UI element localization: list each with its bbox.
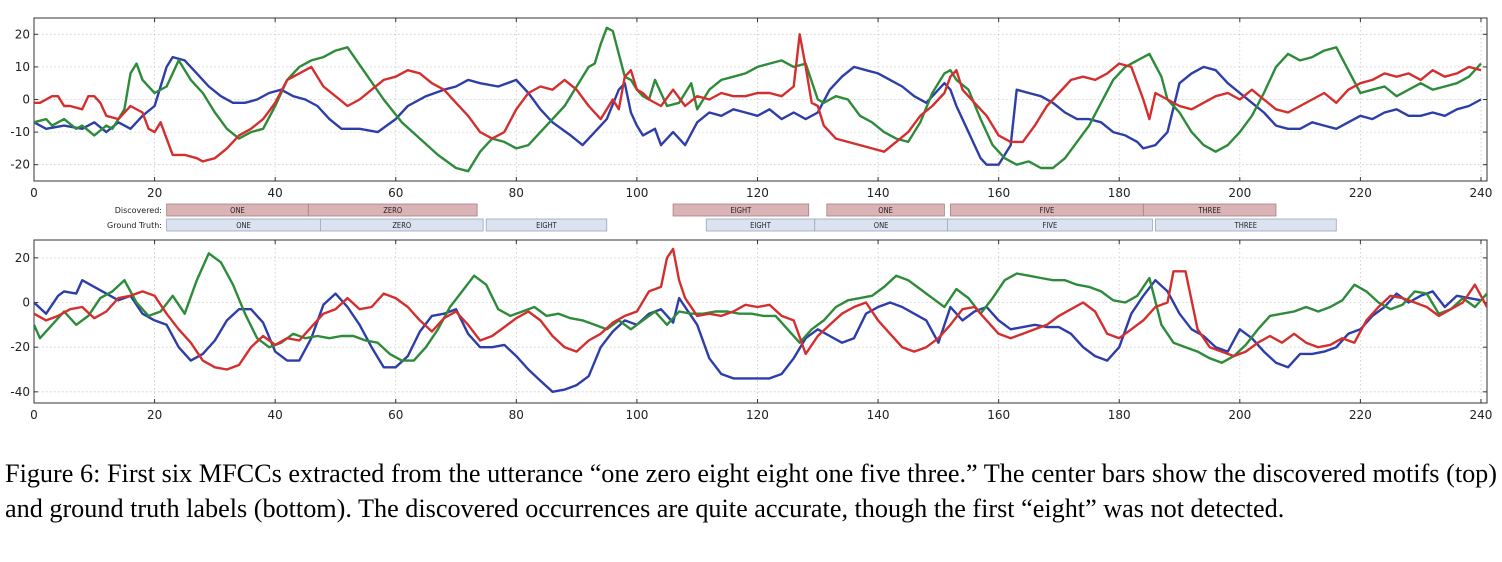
x-tick-label: 100 [625,186,648,200]
y-tick-label: 0 [22,296,30,310]
motif-bars: Discovered: ONE ZERO EIGHT ONE FIVE THREE Groun… [107,203,1337,232]
x-tick-label: 120 [746,186,769,200]
series-line-1 [34,279,1482,393]
x-tick-label: 220 [1349,186,1372,200]
series-line-2 [34,252,1487,364]
discovered-bar-label: THREE [1197,206,1220,215]
x-tick-label: 160 [987,408,1010,422]
y-tick-label: -20 [10,158,30,172]
series-line-3 [34,247,1487,371]
bottom-mfcc-plot: 0 20 40 60 80 100 120 140 160 180 200 220 240 -40 -20 0… [10,239,1493,422]
discovered-bar [826,203,945,217]
x-tick-label: 20 [147,408,162,422]
figure-caption: Figure 6: First six MFCCs extracted from… [5,459,1497,523]
ground-truth-bar-label: ONE [236,221,251,230]
ground-truth-bar [947,218,1153,232]
x-tick-label: 200 [1228,186,1251,200]
y-tick-label: 20 [15,27,30,41]
x-tick-label: 220 [1349,408,1372,422]
x-tick-label: 200 [1228,408,1251,422]
x-tick-label: 240 [1470,186,1493,200]
x-tick-label: 100 [625,408,648,422]
x-tick-label: 140 [867,186,890,200]
y-tick-label: 20 [15,251,30,265]
x-tick-label: 80 [509,408,524,422]
x-tick-label: 40 [268,186,283,200]
discovered-bar-label: EIGHT [731,206,753,215]
y-tick-label: -20 [10,340,30,354]
top-mfcc-plot: 0 20 40 60 80 100 120 140 160 180 200 220 240 -20 -10 0… [10,17,1493,200]
x-tick-label: 60 [388,408,403,422]
mfcc-figure: 0 20 40 60 80 100 120 140 160 180 200 220 240-20-100… [10,17,1493,422]
x-tick-label: 60 [388,186,403,200]
ground-truth-bar-label: EIGHT [750,221,772,230]
x-tick-label: 180 [1108,186,1131,200]
discovered-bar-label: ONE [230,206,245,215]
plot-frame [33,239,1488,404]
discovered-bar [1142,203,1277,217]
ground-truth-bar-label: THREE [1234,221,1257,230]
ground-truth-bar [485,218,608,232]
discovered-bar-label: ONE [878,206,893,215]
x-tick-label: 20 [147,186,162,200]
x-tick-label: 180 [1108,408,1131,422]
y-tick-label: -40 [10,385,30,399]
x-tick-label: 0 [30,408,38,422]
y-tick-label: 0 [22,93,30,107]
ground-truth-row-label: Ground Truth: [107,221,162,230]
x-tick-label: 160 [987,186,1010,200]
y-tick-label: 10 [15,60,30,74]
x-tick-label: 240 [1470,408,1493,422]
x-tick-label: 80 [509,186,524,200]
ground-truth-bar-label: FIVE [1043,221,1058,230]
x-tick-label: 40 [268,408,283,422]
ground-truth-bar-label: EIGHT [536,221,558,230]
discovered-bar-label: ZERO [383,206,402,215]
y-tick-label: -10 [10,125,30,139]
discovered-bar-label: FIVE [1040,206,1055,215]
discovered-row-label: Discovered: [115,206,162,215]
ground-truth-bar [319,218,484,232]
x-tick-label: 140 [867,408,890,422]
ground-truth-bar-label: ONE [874,221,889,230]
series-line-2 [34,26,1482,173]
discovered-bar [307,203,478,217]
plot-frame [33,17,1488,182]
series-line-3 [34,33,1482,163]
ground-truth-bar-label: ZERO [392,221,411,230]
x-tick-label: 0 [30,186,38,200]
ground-truth-bar [1155,218,1337,232]
discovered-bar [672,203,810,217]
x-tick-label: 120 [746,408,769,422]
